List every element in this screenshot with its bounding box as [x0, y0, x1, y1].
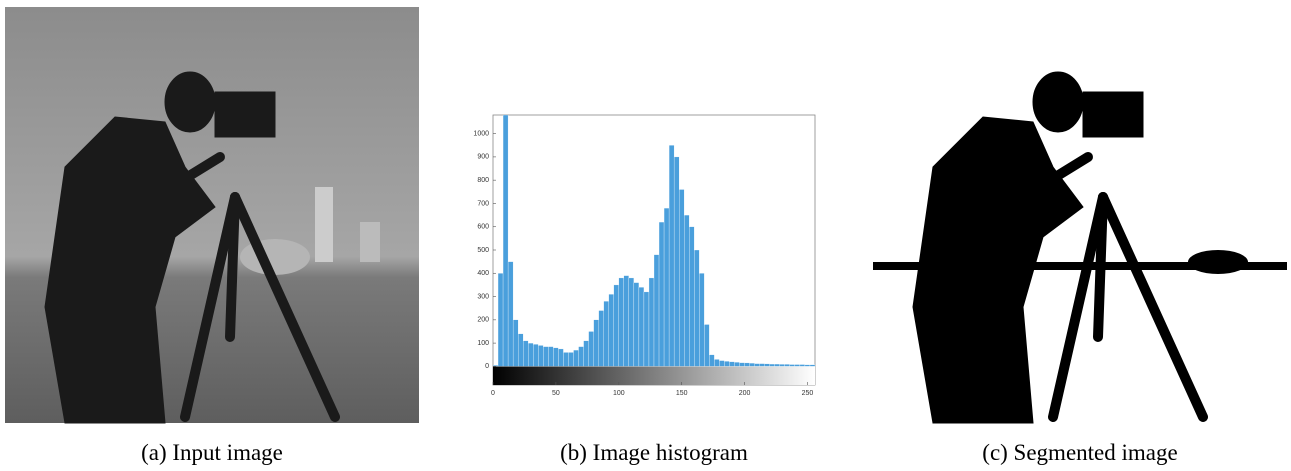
bar: [714, 359, 720, 367]
bar: [533, 344, 539, 367]
histogram: 0 100 200 300 400 500 600 700 800 900 1000 0 50 100 15…: [473, 114, 816, 397]
bar: [769, 363, 775, 367]
bar: [643, 291, 650, 367]
bar: [724, 361, 730, 367]
bar: [764, 363, 770, 367]
caption: (b) Image histogram: [560, 440, 748, 465]
bar: [663, 207, 670, 367]
bar: [658, 221, 665, 367]
bar: [568, 352, 574, 367]
bar: [628, 277, 635, 367]
x-tick-label: 0: [491, 390, 495, 397]
bar: [553, 347, 559, 367]
bar: [799, 364, 806, 367]
bar: [538, 345, 544, 367]
bar: [809, 364, 815, 367]
bar: [804, 364, 811, 367]
bar: [563, 352, 569, 367]
bar: [543, 346, 549, 367]
bar: [774, 363, 780, 367]
x-tick-label: 150: [676, 390, 688, 397]
bar: [704, 324, 710, 367]
colorbar: [493, 366, 815, 385]
y-tick-label: 0: [485, 363, 489, 370]
x-tick-label: 250: [802, 390, 814, 397]
bar: [729, 361, 735, 367]
bar: [593, 319, 599, 367]
input-image: [5, 7, 419, 423]
bar: [507, 261, 514, 367]
x-tick-label: 50: [552, 390, 560, 397]
bar: [512, 319, 519, 367]
bar: [648, 277, 655, 367]
bar: [694, 249, 700, 367]
bar: [739, 362, 745, 367]
bar: [528, 342, 534, 367]
bar: [618, 277, 624, 367]
bar: [497, 273, 504, 367]
bar: [623, 275, 629, 367]
bar: [578, 346, 584, 367]
bar: [673, 156, 680, 367]
bar: [598, 310, 604, 367]
bar: [759, 363, 765, 367]
caption: (a) Input image: [141, 440, 283, 465]
bar: [719, 360, 725, 367]
bar: [794, 364, 801, 367]
bar: [523, 340, 529, 367]
y-tick-label: 400: [477, 270, 489, 277]
y-tick-label: 700: [477, 200, 489, 207]
bar: [684, 214, 690, 367]
bar: [709, 354, 715, 367]
bar: [573, 349, 579, 367]
y-tick-label: 1000: [473, 130, 489, 137]
bar: [668, 145, 675, 367]
bar: [679, 189, 685, 367]
bar: [749, 362, 755, 367]
bar: [689, 226, 695, 367]
bar: [518, 333, 524, 367]
bar: [558, 348, 564, 367]
bar: [653, 254, 660, 367]
bar: [789, 364, 796, 367]
y-tick-label: 100: [477, 340, 489, 347]
bar: [588, 331, 594, 367]
y-tick-label: 900: [477, 154, 489, 161]
y-tick-label: 800: [477, 177, 489, 184]
y-tick-label: 600: [477, 224, 489, 231]
y-tick-label: 300: [477, 293, 489, 300]
bar: [754, 363, 760, 367]
bar: [784, 364, 790, 367]
bar: [548, 346, 554, 367]
y-tick-label: 500: [477, 247, 489, 254]
segmented-image: [873, 7, 1287, 423]
bar: [603, 301, 609, 367]
bar: [779, 364, 785, 367]
bar: [744, 362, 750, 367]
bar: [734, 362, 740, 367]
bar: [633, 282, 640, 367]
bar: [608, 294, 614, 367]
x-tick-label: 200: [739, 390, 751, 397]
bar: [502, 115, 509, 367]
bar: [699, 273, 705, 367]
bar: [638, 287, 645, 367]
bar: [583, 340, 589, 367]
bar: [613, 284, 619, 367]
y-tick-label: 200: [477, 317, 489, 324]
caption: (c) Segmented image: [982, 440, 1177, 465]
x-tick-label: 100: [613, 390, 625, 397]
